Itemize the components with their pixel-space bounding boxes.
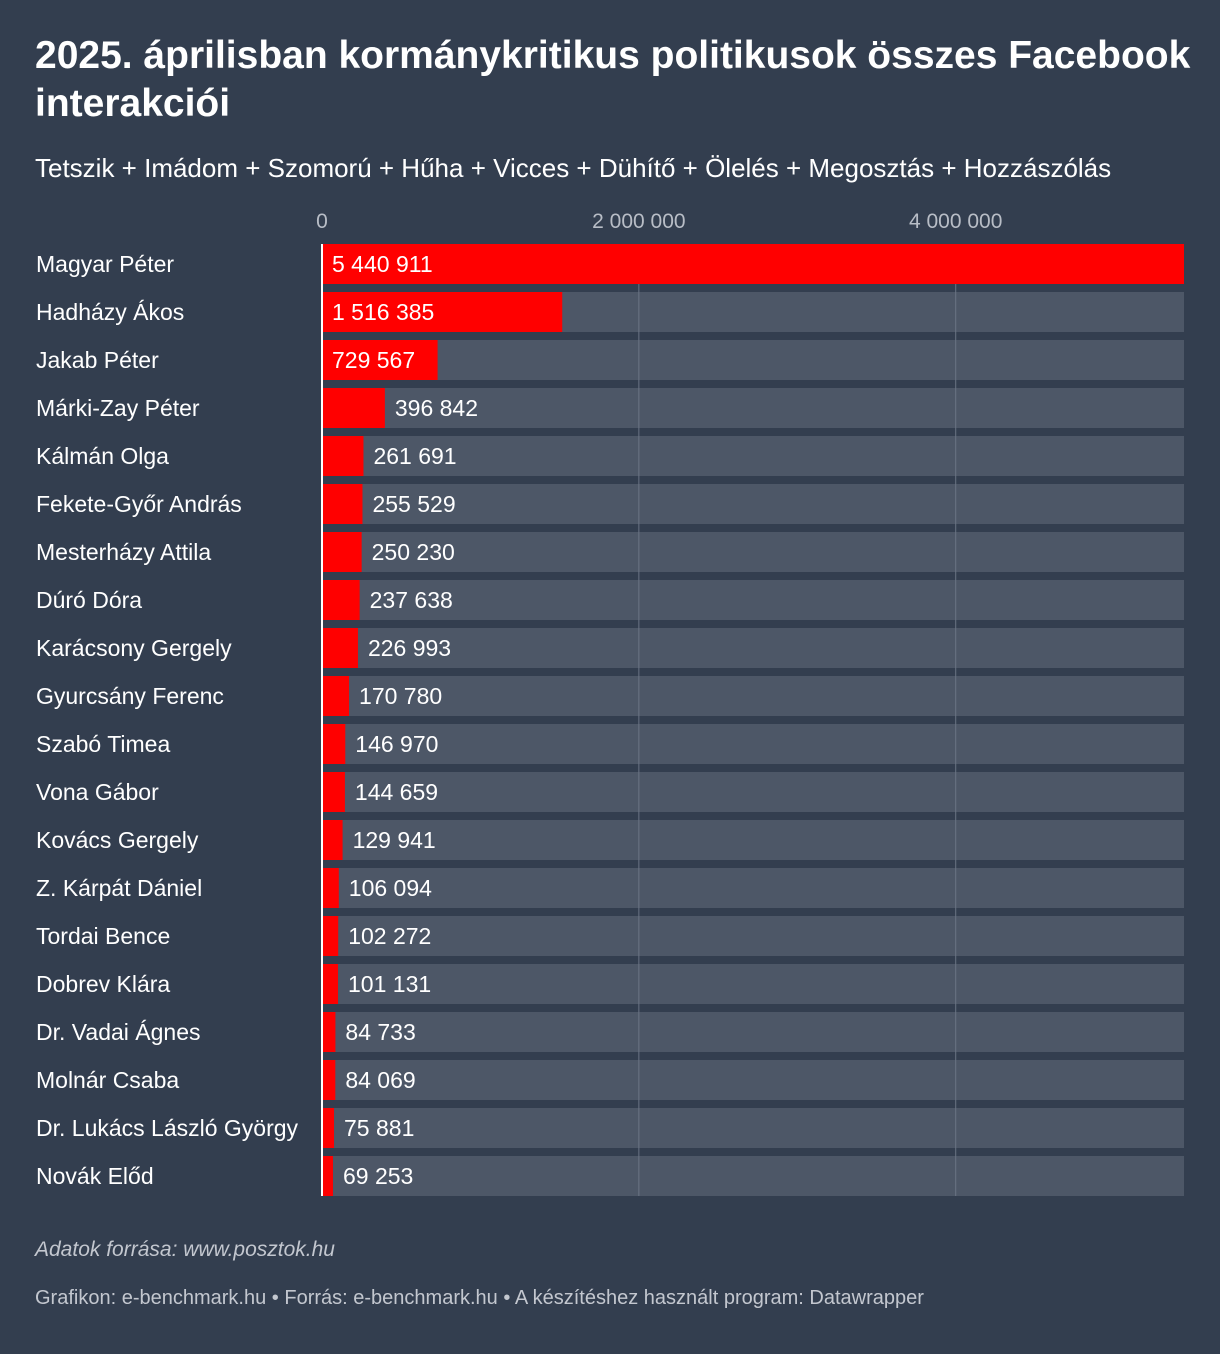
credits-line: Grafikon: e-benchmark.hu • Forrás: e-ben… [35,1285,1195,1311]
bar [322,532,362,572]
bar-track [322,1108,1184,1148]
bar [322,1060,336,1100]
data-label: 5 440 911 [332,251,433,277]
data-label: 261 691 [373,443,456,469]
chart-footer: Adatok forrása: www.posztok.hu Grafikon:… [35,1235,1195,1311]
data-label: 106 094 [349,875,432,901]
bar [322,484,363,524]
category-label: Z. Kárpát Dániel [36,875,202,901]
category-label: Hadházy Ákos [36,299,184,325]
category-label: Magyar Péter [36,251,174,277]
data-label: 146 970 [355,731,438,757]
bar-track [322,916,1184,956]
bar-track [322,532,1184,572]
data-label: 255 529 [372,491,455,517]
bar [322,772,345,812]
bar-track [322,388,1184,428]
credit-separator: • [503,1287,511,1309]
credit-source: Forrás: e-benchmark.hu [284,1287,498,1309]
credit-program: A készítéshez használt program: Datawrap… [514,1287,924,1309]
bar-track [322,1156,1184,1196]
x-tick-label: 4 000 000 [909,210,1002,233]
category-label: Mesterházy Attila [36,539,211,565]
data-label: 129 941 [353,827,436,853]
credit-separator: • [271,1287,279,1309]
bar-track [322,340,1184,380]
data-label: 1 516 385 [332,299,434,325]
data-label: 84 069 [345,1067,415,1093]
data-label: 69 253 [343,1163,413,1189]
bar [322,868,339,908]
bar-track [322,580,1184,620]
chart-header: 2025. áprilisban kormánykritikus politik… [35,32,1195,184]
bar-track [322,436,1184,476]
data-label: 75 881 [344,1115,414,1141]
bar-track [322,484,1184,524]
data-label: 84 733 [345,1019,415,1045]
data-source-note: Adatok forrása: www.posztok.hu [35,1238,335,1261]
data-label: 226 993 [368,635,451,661]
category-label: Márki-Zay Péter [36,395,200,421]
data-label: 250 230 [372,539,455,565]
chart-title: 2025. áprilisban kormánykritikus politik… [35,34,1191,125]
bar-track [322,820,1184,860]
bar [322,676,350,716]
data-label: 170 780 [359,683,442,709]
bar-track [322,1060,1184,1100]
bar-track [322,964,1184,1004]
bar-track [322,1012,1184,1052]
bar [322,916,339,956]
category-label: Molnár Csaba [36,1067,179,1093]
bar [322,388,385,428]
bar [322,628,358,668]
bar [322,1156,333,1196]
bar [322,580,360,620]
bar [322,724,346,764]
category-label: Fekete-Győr András [36,491,242,517]
category-label: Kálmán Olga [36,443,169,469]
bar-track [322,724,1184,764]
bar [322,436,364,476]
data-label: 102 272 [348,923,431,949]
category-label: Kovács Gergely [36,827,199,853]
category-label: Szabó Timea [36,731,170,757]
category-label: Vona Gábor [36,779,159,805]
bar [322,1012,336,1052]
bar [322,292,563,332]
bar-track [322,676,1184,716]
bar-track [322,868,1184,908]
category-label: Gyurcsány Ferenc [36,683,224,709]
category-label: Novák Előd [36,1163,154,1189]
bar [322,244,1184,284]
data-label: 396 842 [395,395,478,421]
category-label: Jakab Péter [36,347,159,373]
bar-chart: 0 2 000 000 4 000 000 Magyar Péter 5 440 911… [36,210,1184,1196]
category-label: Dr. Vadai Ágnes [36,1019,201,1045]
category-label: Dr. Lukács László György [36,1115,299,1141]
category-label: Dobrev Klára [36,971,170,997]
bar [322,1108,335,1148]
category-label: Karácsony Gergely [36,635,232,661]
category-label: Dúró Dóra [36,587,142,613]
data-label: 237 638 [370,587,453,613]
bar [322,820,343,860]
credit-graphic: Grafikon: e-benchmark.hu [35,1287,267,1309]
data-label: 729 567 [332,347,415,373]
data-label: 101 131 [348,971,431,997]
chart-subtitle: Tetszik + Imádom + Szomorú + Hűha + Vicc… [35,153,1112,183]
bar [322,964,339,1004]
bar-track [322,772,1184,812]
category-label: Tordai Bence [36,923,170,949]
x-tick-label: 2 000 000 [592,210,685,233]
x-tick-label: 0 [316,210,328,233]
bar [322,340,438,380]
data-label: 144 659 [355,779,438,805]
bar-track [322,628,1184,668]
